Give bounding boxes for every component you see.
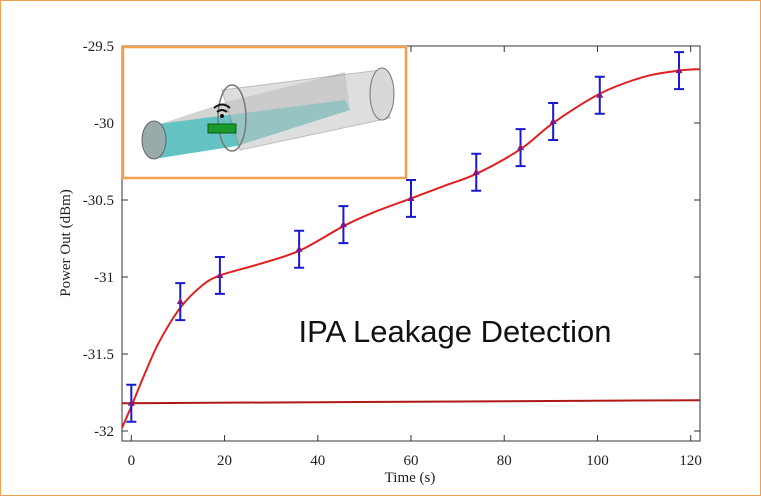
line — [121, 68, 701, 429]
marker — [675, 66, 683, 74]
x-tick-label: 40 — [310, 453, 325, 469]
sensor — [207, 123, 237, 134]
pipe-end — [141, 120, 167, 160]
marker — [517, 143, 525, 151]
marker — [339, 220, 347, 228]
y-tick-label: -30.5 — [83, 193, 114, 209]
line — [121, 399, 701, 405]
marker — [549, 117, 557, 124]
y-tick-label: -29.5 — [83, 39, 114, 55]
y-axis-label: Power Out (dBm) — [58, 189, 74, 297]
marker — [295, 245, 303, 252]
x-axis-label: Time (s) — [385, 470, 436, 486]
marker — [596, 91, 604, 98]
annotation: IPA Leakage Detection — [298, 314, 611, 349]
y-tick-label: -31.5 — [83, 347, 114, 363]
y-tick-label: -32 — [94, 424, 114, 440]
wifi-dot — [220, 114, 224, 118]
inset — [121, 45, 408, 180]
y-tick-label: -30 — [94, 116, 114, 132]
x-tick-label: 60 — [404, 453, 419, 469]
marker — [216, 271, 224, 278]
marker — [472, 168, 480, 175]
x-tick-label: 0 — [128, 453, 136, 469]
marker — [407, 194, 415, 201]
x-tick-label: 120 — [679, 453, 702, 469]
x-tick-label: 100 — [586, 453, 609, 469]
wifi-icon — [213, 103, 231, 113]
sleeve-end — [369, 67, 395, 121]
y-tick-label: -31 — [94, 270, 114, 286]
marker — [127, 399, 135, 406]
x-tick-label: 20 — [217, 453, 232, 469]
x-tick-label: 80 — [497, 453, 512, 469]
marker — [176, 297, 184, 305]
sleeve-end — [217, 84, 247, 152]
